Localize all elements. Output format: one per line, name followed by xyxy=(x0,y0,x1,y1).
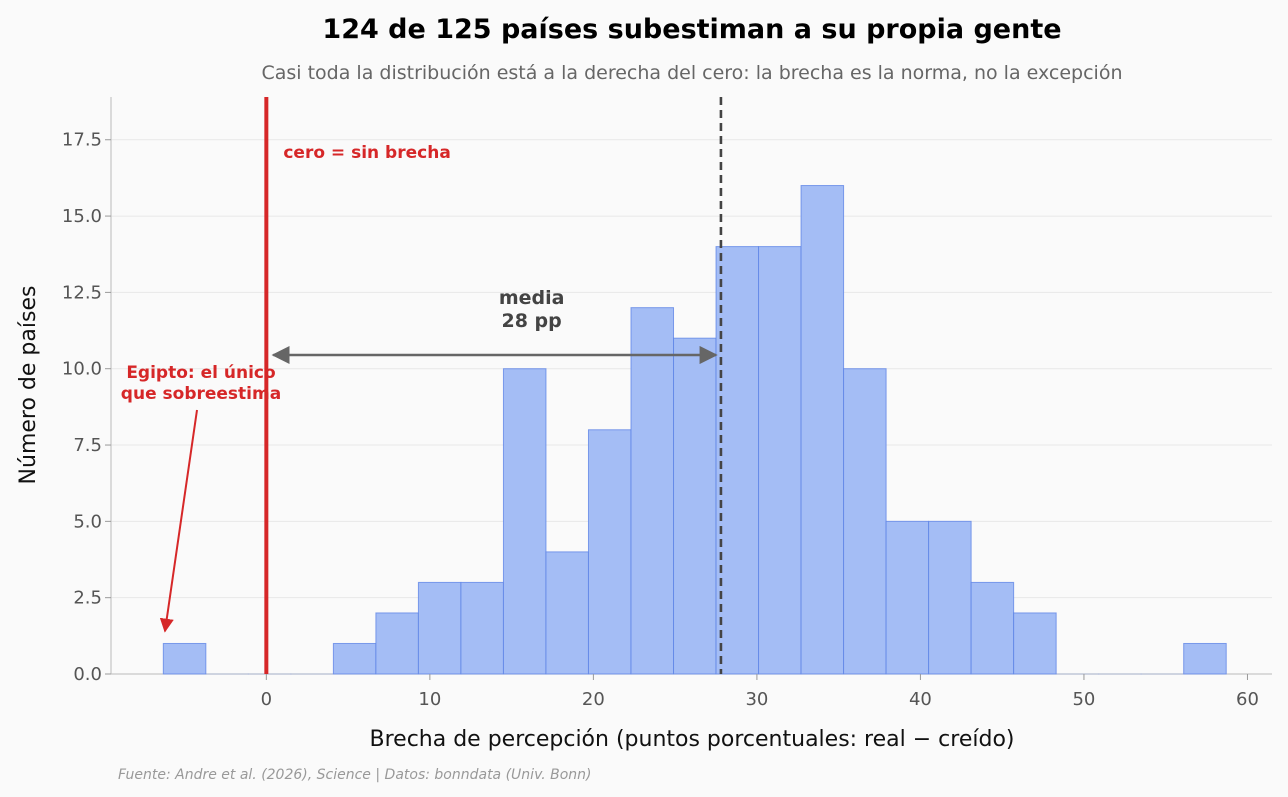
histogram-bar xyxy=(375,612,419,675)
y-tick-label: 7.5 xyxy=(73,435,102,456)
outlier-label-line1: Egipto: el único xyxy=(126,363,275,383)
histogram-bar xyxy=(715,246,760,675)
histogram-bar xyxy=(417,581,462,675)
histogram-bar xyxy=(332,642,377,675)
histogram-bar xyxy=(928,520,972,675)
y-tick-label: 2.5 xyxy=(73,588,102,609)
y-tick-label: 17.5 xyxy=(62,130,102,151)
histogram-bar xyxy=(758,246,802,675)
histogram-bar xyxy=(630,307,675,675)
y-tick-label: 5.0 xyxy=(73,511,102,532)
chart-subtitle: Casi toda la distribución está a la dere… xyxy=(261,62,1122,84)
histogram-bar xyxy=(1013,612,1057,675)
x-tick-label: 60 xyxy=(1236,689,1259,710)
mean-label-line1: media xyxy=(499,287,565,309)
y-axis-ticks: 0.0 2.5 5.0 7.5 10.0 12.5 15.0 17.5 xyxy=(62,130,111,685)
histogram-bar xyxy=(502,368,547,675)
chart-title: 124 de 125 países subestiman a su propia… xyxy=(322,14,1061,45)
y-tick-label: 10.0 xyxy=(62,359,102,380)
histogram-bar xyxy=(673,337,717,675)
y-tick-label: 0.0 xyxy=(73,664,102,685)
x-axis-ticks: 0 10 20 30 40 50 60 xyxy=(261,674,1259,710)
outlier-arrow xyxy=(159,409,198,633)
mean-label-line2: 28 pp xyxy=(502,310,562,332)
histogram-bar xyxy=(800,185,845,675)
histogram-bar xyxy=(970,581,1015,675)
x-tick-label: 10 xyxy=(418,689,441,710)
histogram-bar xyxy=(587,429,632,675)
histogram-bars xyxy=(162,185,1227,675)
histogram-bar xyxy=(545,551,589,675)
y-axis-label: Número de países xyxy=(16,286,41,485)
histogram-bar xyxy=(885,520,930,675)
x-tick-label: 40 xyxy=(909,689,932,710)
histogram-bar xyxy=(843,368,887,675)
zero-line-label: cero = sin brecha xyxy=(283,143,450,163)
y-tick-label: 12.5 xyxy=(62,282,102,303)
outlier-label-line2: que sobreestima xyxy=(121,384,281,404)
histogram-bar xyxy=(460,581,504,675)
x-tick-label: 50 xyxy=(1072,689,1095,710)
x-axis-label: Brecha de percepción (puntos porcentuale… xyxy=(370,727,1015,752)
histogram-bar xyxy=(162,642,207,675)
x-tick-label: 30 xyxy=(745,689,768,710)
y-tick-label: 15.0 xyxy=(62,206,102,227)
x-tick-label: 20 xyxy=(582,689,605,710)
x-tick-label: 0 xyxy=(261,689,272,710)
source-note: Fuente: Andre et al. (2026), Science | D… xyxy=(118,767,591,783)
histogram-bar xyxy=(1183,642,1227,675)
